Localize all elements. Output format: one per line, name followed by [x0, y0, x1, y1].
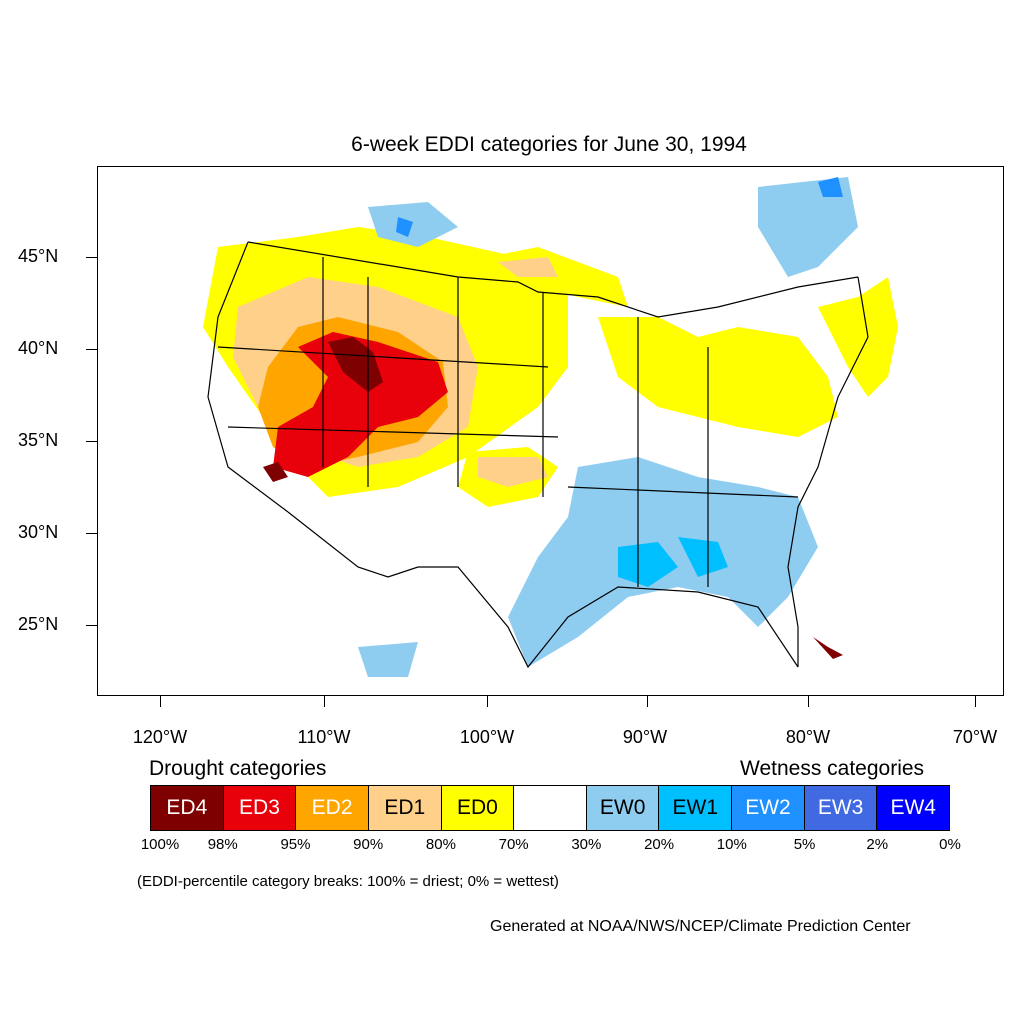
ew0-region-southwest: [358, 642, 418, 677]
percentile-label: 2%: [866, 836, 889, 853]
legend-box-ed0: ED0: [441, 786, 515, 830]
ed0-region-northeast: [818, 277, 898, 397]
lat-tick-45: [86, 257, 97, 258]
eddi-map: [97, 166, 1004, 696]
lat-label-25: 25°N: [18, 614, 59, 634]
ew0-region-north: [368, 202, 458, 247]
ed1-region-plains: [478, 457, 548, 487]
percentile-label: 98%: [207, 836, 238, 853]
lon-tick-110: [324, 696, 325, 707]
state-line-5: [217, 346, 549, 368]
wetness-categories-title: Wetness categories: [740, 757, 925, 780]
ed3-region: [273, 332, 448, 477]
legend-box-ew3: EW3: [804, 786, 878, 830]
east-coast: [787, 276, 869, 667]
legend-box-ed1: ED1: [368, 786, 442, 830]
lon-tick-120: [160, 696, 161, 707]
lon-tick-80: [808, 696, 809, 707]
legend-box-ed2: ED2: [296, 786, 369, 830]
lat-tick-25: [86, 625, 97, 626]
us-border-north: [247, 241, 859, 318]
ed4-region-south: [263, 462, 288, 482]
lat-tick-35: [86, 441, 97, 442]
legend-box-ed4: ED4: [151, 786, 224, 830]
category-note: (EDDI-percentile category breaks: 100% =…: [137, 873, 559, 890]
lat-label-40: 40°N: [18, 338, 59, 358]
boundaries: [207, 241, 869, 669]
state-line-6: [227, 426, 559, 438]
map-canvas: [203, 177, 898, 677]
drought-categories-title: Drought categories: [149, 757, 327, 780]
west-coast: [207, 241, 289, 513]
credit-text: Generated at NOAA/NWS/NCEP/Climate Predi…: [490, 918, 911, 935]
lon-label-90: 90°W: [622, 727, 668, 747]
caribbean-islands: [813, 637, 843, 659]
us-border-south: [287, 511, 799, 669]
lon-label-80: 80°W: [785, 727, 831, 747]
ed1-region-north: [498, 257, 558, 277]
map-title: 6-week EDDI categories for June 30, 1994: [351, 133, 747, 156]
lon-label-120: 120°W: [132, 727, 188, 747]
lon-tick-90: [647, 696, 648, 707]
percentile-label: 70%: [498, 836, 529, 853]
legend-box-ew0: EW0: [586, 786, 660, 830]
ew2-region: [396, 217, 413, 237]
category-legend: ED4 ED3 ED2 ED1 ED0 EW0 EW1 EW2 EW3 EW4: [150, 785, 950, 831]
lat-tick-40: [86, 349, 97, 350]
percentile-label: 80%: [425, 836, 456, 853]
percentile-label: 90%: [353, 836, 384, 853]
percentile-label: 10%: [716, 836, 747, 853]
lon-label-100: 100°W: [459, 727, 515, 747]
lon-tick-70: [975, 696, 976, 707]
percentile-label: 100%: [140, 836, 180, 853]
percentile-label: 20%: [644, 836, 675, 853]
ew1-region: [618, 542, 678, 587]
legend-box-ew1: EW1: [659, 786, 733, 830]
legend-box-ew2: EW2: [732, 786, 805, 830]
legend-box-ed3: ED3: [223, 786, 297, 830]
legend-box-ew4: EW4: [877, 786, 950, 830]
lat-label-30: 30°N: [18, 522, 59, 542]
lon-label-70: 70°W: [952, 727, 998, 747]
ew0-region-northeast: [758, 177, 858, 277]
legend-box-neutral: [514, 786, 587, 830]
percentile-label: 95%: [280, 836, 311, 853]
lon-label-110: 110°W: [297, 727, 351, 747]
ed0-region-great-lakes: [598, 317, 838, 437]
lat-tick-30: [86, 533, 97, 534]
percentile-label: 30%: [571, 836, 602, 853]
lat-label-45: 45°N: [18, 246, 59, 266]
ew2-region-2: [818, 177, 843, 197]
state-line-9: [567, 486, 799, 498]
ed4-region: [328, 337, 383, 392]
ew1-region-2: [678, 537, 728, 577]
lon-tick-100: [487, 696, 488, 707]
lat-label-35: 35°N: [18, 430, 59, 450]
percentile-label: 0%: [939, 836, 961, 853]
percentile-label: 5%: [793, 836, 816, 853]
